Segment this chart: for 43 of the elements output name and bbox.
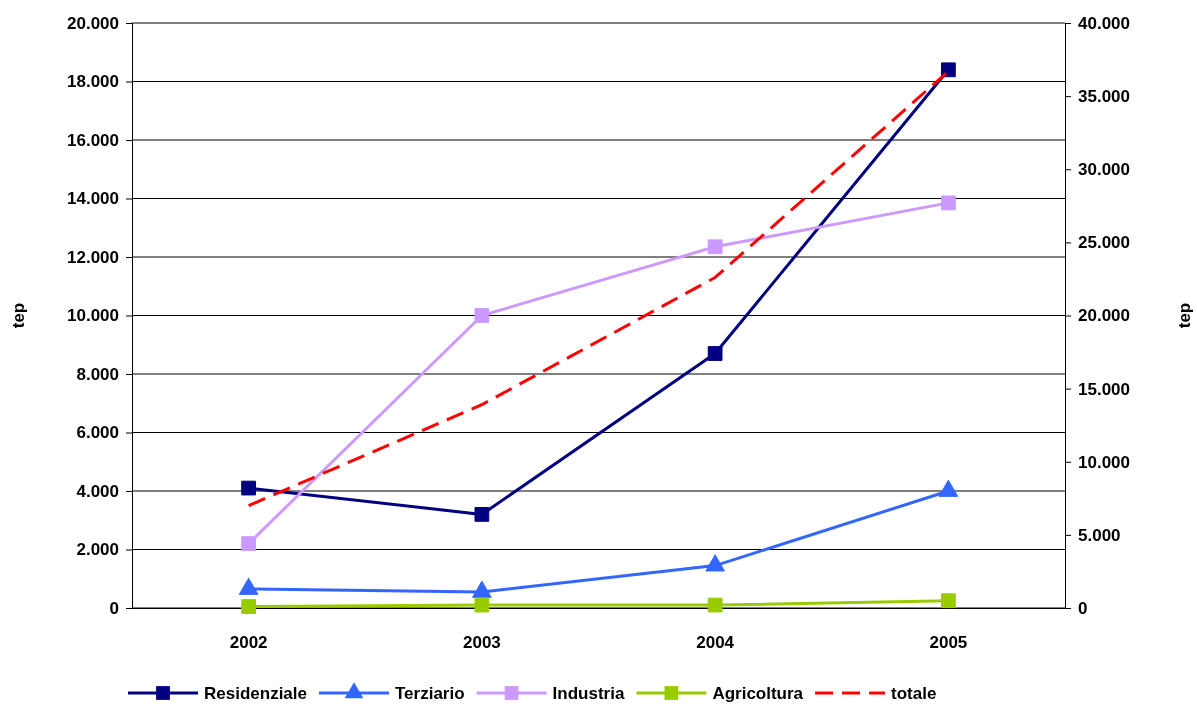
x-tick-label: 2004 <box>696 633 735 653</box>
y-tick-label: 20.000 <box>67 13 119 33</box>
y-tick-label: 6.000 <box>76 423 119 443</box>
y-axis-title: tep <box>9 302 28 329</box>
y2-tick-label: 5.000 <box>1078 525 1121 545</box>
point <box>241 480 257 496</box>
point <box>474 308 490 323</box>
y-tick-label: 4.000 <box>76 481 119 501</box>
legend-label: Terziario <box>395 684 465 703</box>
point <box>474 597 490 613</box>
y-tick-label: 2.000 <box>76 540 119 560</box>
y-tick-label: 14.000 <box>67 189 119 209</box>
y-tick-label: 12.000 <box>67 247 119 267</box>
y-tick-label: 16.000 <box>67 130 119 150</box>
y2-tick-label: 15.000 <box>1078 379 1130 399</box>
y2-tick-label: 35.000 <box>1078 87 1130 107</box>
y-tick-label: 0 <box>109 598 119 618</box>
point <box>940 62 956 78</box>
y2-tick-label: 25.000 <box>1078 233 1130 253</box>
legend-label: Agricoltura <box>712 684 804 703</box>
x-tick-label: 2002 <box>229 633 268 653</box>
point <box>940 195 956 211</box>
legend-label: Residenziale <box>204 684 307 703</box>
legend-label: Industria <box>552 684 625 703</box>
y2-tick-label: 40.000 <box>1078 13 1130 33</box>
y2-tick-label: 30.000 <box>1078 160 1130 180</box>
y-tick-label: 10.000 <box>67 306 119 326</box>
y-tick-label: 8.000 <box>76 364 119 384</box>
point <box>707 346 723 361</box>
point <box>707 239 723 255</box>
y2-tick-label: 0 <box>1078 598 1088 618</box>
y2-axis-title: tep <box>1175 302 1194 329</box>
x-tick-label: 2003 <box>462 633 501 653</box>
y2-tick-label: 10.000 <box>1078 452 1130 472</box>
point <box>707 597 723 613</box>
y2-tick-label: 20.000 <box>1078 306 1130 326</box>
point <box>241 536 257 552</box>
legend-label: totale <box>891 684 937 703</box>
x-tick-label: 2005 <box>929 633 968 653</box>
point <box>940 593 956 609</box>
point <box>474 507 490 522</box>
y-tick-label: 18.000 <box>67 72 119 92</box>
point <box>241 599 257 614</box>
